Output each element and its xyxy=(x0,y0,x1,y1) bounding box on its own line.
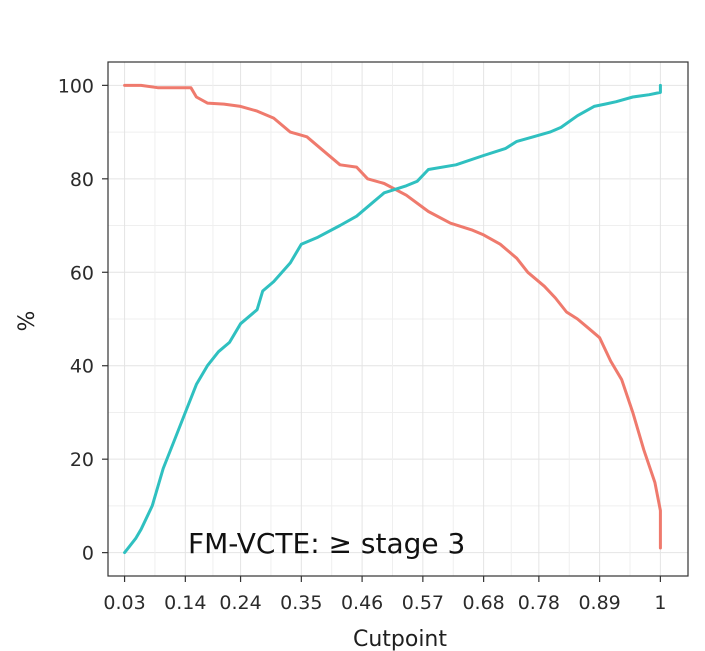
y-tick-label: 60 xyxy=(70,262,94,284)
x-tick-label: 0.35 xyxy=(280,592,322,614)
y-axis-ticks: 0 20 40 60 80 100 xyxy=(58,75,108,565)
y-tick-label: 80 xyxy=(70,169,94,191)
series-lines xyxy=(123,83,662,555)
plot-frame xyxy=(107,61,689,577)
chart-annotation: FM-VCTE: ≥ stage 3 xyxy=(188,527,465,560)
x-axis-title: Cutpoint xyxy=(353,627,447,651)
teal-curve-line xyxy=(123,83,662,555)
x-axis-ticks: 0.03 0.14 0.24 0.35 0.46 0.57 0.68 0.78 0.89 1 xyxy=(103,576,666,614)
y-tick-label: 100 xyxy=(58,75,94,97)
x-tick-label: 0.68 xyxy=(462,592,504,614)
x-tick-label: 0.46 xyxy=(341,592,383,614)
x-tick-label: 1 xyxy=(654,592,666,614)
y-tick-label: 0 xyxy=(82,543,94,565)
x-tick-label: 0.03 xyxy=(103,592,145,614)
x-tick-label: 0.78 xyxy=(518,592,560,614)
x-tick-label: 0.14 xyxy=(164,592,206,614)
y-axis-title: % xyxy=(15,311,40,332)
grid-lines xyxy=(108,62,688,576)
x-tick-label: 0.89 xyxy=(578,592,620,614)
red-curve-line xyxy=(123,83,662,550)
x-tick-label: 0.57 xyxy=(402,592,444,614)
y-tick-label: 40 xyxy=(70,356,94,378)
y-tick-label: 20 xyxy=(70,449,94,471)
x-tick-label: 0.24 xyxy=(219,592,261,614)
